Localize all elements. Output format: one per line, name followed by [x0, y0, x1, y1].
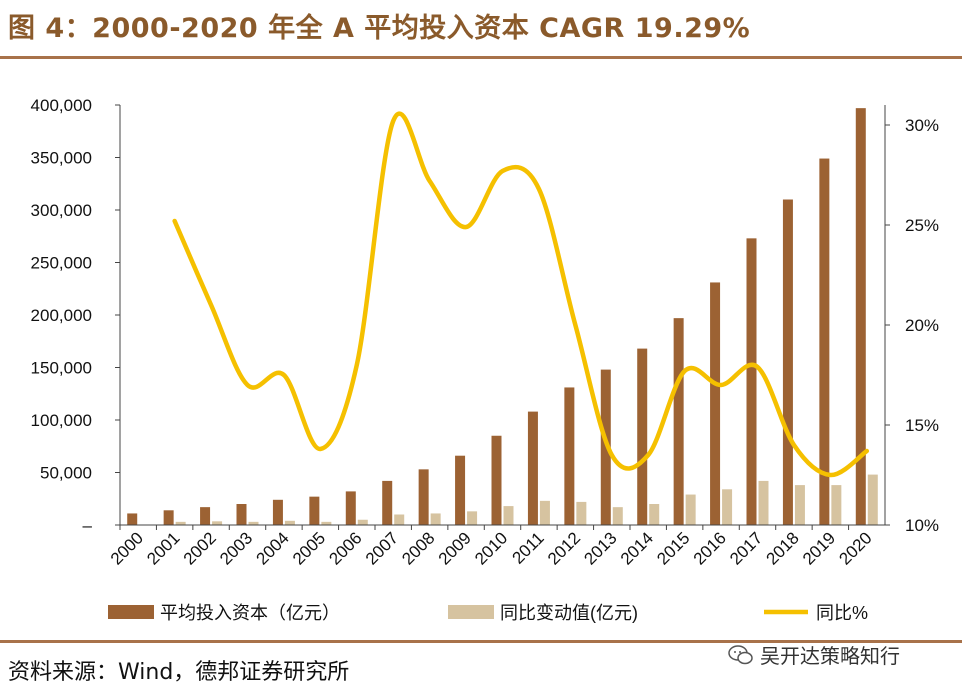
right-tick-label: 10%	[905, 516, 939, 535]
bar-yoy-change	[685, 494, 696, 525]
bar-avg-capital	[673, 318, 684, 525]
right-tick-label: 30%	[905, 116, 939, 135]
bar-yoy-change	[321, 521, 332, 525]
x-tick-label: 2006	[325, 528, 365, 568]
x-tick-label: 2005	[289, 528, 329, 568]
bar-avg-capital	[127, 513, 138, 525]
legend-label: 平均投入资本（亿元）	[160, 603, 340, 623]
left-tick-label: 100,000	[31, 411, 92, 430]
bar-avg-capital	[527, 411, 538, 525]
legend-label: 同比%	[816, 603, 868, 623]
x-tick-label: 2007	[362, 528, 402, 568]
bar-yoy-change	[867, 474, 878, 525]
bar-avg-capital	[637, 348, 648, 525]
bar-avg-capital	[491, 435, 502, 525]
bar-yoy-change	[357, 519, 368, 525]
left-tick-label: 50,000	[40, 464, 92, 483]
bar-avg-capital	[710, 282, 721, 525]
bar-yoy-change	[503, 506, 514, 525]
bar-avg-capital	[200, 507, 211, 525]
bar-yoy-change	[284, 520, 295, 525]
bar-yoy-change	[430, 513, 441, 525]
left-tick-label: 300,000	[31, 201, 92, 220]
legend-swatch	[448, 605, 494, 619]
x-tick-label: 2009	[435, 528, 475, 568]
bar-avg-capital	[309, 496, 320, 525]
x-tick-label: 2014	[617, 528, 657, 568]
right-tick-label: 25%	[905, 216, 939, 235]
x-tick-label: 2000	[107, 528, 147, 568]
x-tick-label: 2008	[398, 528, 438, 568]
left-tick-label: 350,000	[31, 149, 92, 168]
title-divider	[0, 56, 962, 59]
x-tick-label: 2015	[653, 528, 693, 568]
left-tick-label: 400,000	[31, 96, 92, 115]
watermark-text: 吴开达策略知行	[760, 644, 900, 668]
bar-avg-capital	[418, 469, 429, 525]
x-tick-label: 2004	[253, 528, 293, 568]
x-tick-label: 2020	[835, 528, 875, 568]
bar-avg-capital	[564, 387, 575, 525]
bar-yoy-change	[539, 500, 550, 525]
x-tick-label: 2012	[544, 528, 584, 568]
left-tick-label: 250,000	[31, 254, 92, 273]
bar-yoy-change	[212, 521, 223, 525]
bar-avg-capital	[272, 499, 283, 525]
bar-yoy-change	[576, 501, 587, 525]
watermark: 吴开达策略知行	[728, 640, 900, 669]
bar-avg-capital	[819, 158, 830, 526]
bar-yoy-change	[649, 504, 660, 525]
chart-title: 图 4：2000-2020 年全 A 平均投入资本 CAGR 19.29%	[8, 13, 751, 44]
series-line-yoy-pct	[172, 111, 870, 478]
x-tick-label: 2013	[580, 528, 620, 568]
bar-yoy-change	[394, 514, 405, 525]
x-tick-label: 2003	[216, 528, 256, 568]
bar-avg-capital	[236, 504, 247, 525]
legend-label: 同比变动值(亿元)	[500, 603, 638, 623]
bar-avg-capital	[345, 491, 356, 525]
bar-avg-capital	[746, 238, 757, 525]
bar-yoy-change	[612, 507, 623, 525]
left-tick-label: 150,000	[31, 359, 92, 378]
bar-avg-capital	[855, 108, 866, 526]
x-tick-label: 2010	[471, 528, 511, 568]
x-tick-label: 2017	[726, 528, 766, 568]
footer-divider	[0, 640, 962, 643]
bar-yoy-change	[831, 485, 842, 525]
source-note: 资料来源：Wind，德邦证券研究所	[8, 660, 350, 685]
bar-yoy-change	[467, 511, 478, 525]
wechat-icon	[728, 644, 753, 664]
bar-yoy-change	[248, 521, 259, 525]
bar-yoy-change	[794, 485, 805, 525]
left-tick-label: –	[83, 516, 93, 535]
right-tick-label: 20%	[905, 316, 939, 335]
x-tick-label: 2001	[143, 528, 183, 568]
chart: – 50,000 100,000 150,000 200,000 250,000 300,0…	[31, 96, 939, 623]
bar-yoy-change	[722, 489, 733, 525]
x-tick-label: 2011	[508, 528, 547, 567]
bar-avg-capital	[382, 480, 393, 525]
x-tick-label: 2002	[180, 528, 220, 568]
right-tick-label: 15%	[905, 416, 939, 435]
bar-avg-capital	[455, 455, 466, 525]
x-tick-label: 2019	[799, 528, 839, 568]
legend-swatch	[108, 605, 154, 619]
bar-avg-capital	[163, 510, 174, 525]
x-tick-label: 2016	[690, 528, 730, 568]
left-tick-label: 200,000	[31, 306, 92, 325]
bar-avg-capital	[782, 199, 793, 525]
bar-yoy-change	[758, 480, 769, 525]
bar-yoy-change	[175, 521, 186, 525]
x-tick-label: 2018	[763, 528, 803, 568]
